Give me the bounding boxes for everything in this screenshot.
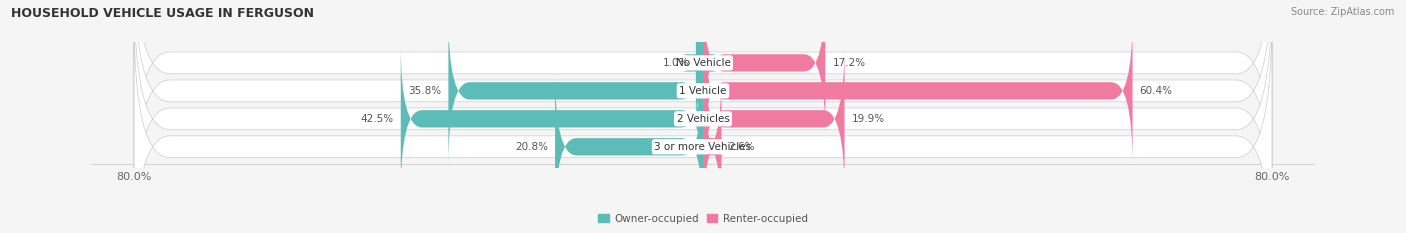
Text: 1.0%: 1.0% xyxy=(662,58,689,68)
Text: 60.4%: 60.4% xyxy=(1140,86,1173,96)
Text: 2 Vehicles: 2 Vehicles xyxy=(676,114,730,124)
FancyBboxPatch shape xyxy=(134,0,1272,192)
Text: 1 Vehicle: 1 Vehicle xyxy=(679,86,727,96)
Text: 35.8%: 35.8% xyxy=(408,86,441,96)
FancyBboxPatch shape xyxy=(449,16,703,166)
Text: HOUSEHOLD VEHICLE USAGE IN FERGUSON: HOUSEHOLD VEHICLE USAGE IN FERGUSON xyxy=(11,7,315,20)
FancyBboxPatch shape xyxy=(682,0,717,138)
Text: 3 or more Vehicles: 3 or more Vehicles xyxy=(654,142,752,152)
Text: No Vehicle: No Vehicle xyxy=(675,58,731,68)
FancyBboxPatch shape xyxy=(134,18,1272,233)
FancyBboxPatch shape xyxy=(134,0,1272,220)
Text: 2.6%: 2.6% xyxy=(728,142,755,152)
FancyBboxPatch shape xyxy=(703,44,845,194)
FancyBboxPatch shape xyxy=(703,0,825,138)
FancyBboxPatch shape xyxy=(703,16,1133,166)
FancyBboxPatch shape xyxy=(401,44,703,194)
Text: 20.8%: 20.8% xyxy=(515,142,548,152)
Legend: Owner-occupied, Renter-occupied: Owner-occupied, Renter-occupied xyxy=(595,210,811,228)
FancyBboxPatch shape xyxy=(700,72,724,222)
Text: 19.9%: 19.9% xyxy=(852,114,884,124)
Text: Source: ZipAtlas.com: Source: ZipAtlas.com xyxy=(1291,7,1395,17)
FancyBboxPatch shape xyxy=(555,72,703,222)
Text: 42.5%: 42.5% xyxy=(360,114,394,124)
Text: 17.2%: 17.2% xyxy=(832,58,866,68)
FancyBboxPatch shape xyxy=(134,0,1272,233)
